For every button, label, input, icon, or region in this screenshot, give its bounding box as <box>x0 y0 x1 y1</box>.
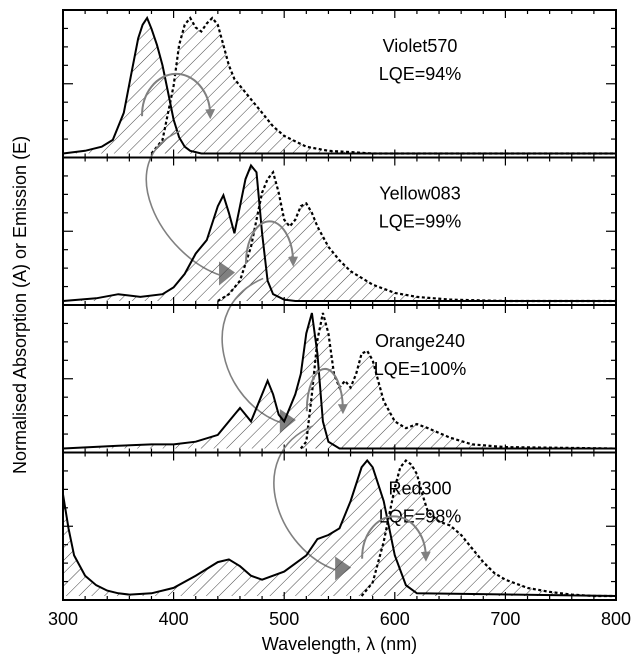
panel-violet570: Violet570 LQE=94% <box>62 9 617 286</box>
x-tick-label: 300 <box>48 609 78 629</box>
emission-fill <box>151 18 617 154</box>
emission-fill <box>217 172 617 301</box>
x-axis-label: Wavelength, λ (nm) <box>262 634 417 654</box>
absorption-line <box>62 312 616 450</box>
x-axis: 300 400 500 600 700 800 <box>48 609 631 629</box>
absorption-line <box>62 163 616 302</box>
absorption-fill <box>63 165 616 301</box>
absorption-fill <box>63 460 616 596</box>
emission-line <box>217 169 616 303</box>
panel-name: Violet570 <box>383 36 458 56</box>
absorption-fill <box>63 18 616 154</box>
panel-lqe: LQE=99% <box>379 212 462 232</box>
emission-line <box>299 312 617 450</box>
x-tick-label: 600 <box>380 609 410 629</box>
absorption-line <box>62 458 617 597</box>
panel-name: Yellow083 <box>379 184 460 204</box>
y-axis-label: Normalised Absorption (A) or Emission (E… <box>10 136 30 474</box>
panel-name: Orange240 <box>375 331 465 351</box>
x-tick-label: 700 <box>490 609 520 629</box>
x-tick-label: 800 <box>601 609 631 629</box>
x-tick-label: 500 <box>269 609 299 629</box>
panel-lqe: LQE=94% <box>379 64 462 84</box>
plot-area: Violet570 LQE=94% Yellow083 LQE=99% Orange24… <box>62 9 617 601</box>
stokes-shift-arrow <box>361 515 431 562</box>
stokes-shift-arrow <box>141 72 216 120</box>
stokes-shift-arrow <box>305 367 348 415</box>
emission-line <box>360 458 616 598</box>
panel-red300: Red300 LQE=98% <box>62 451 617 601</box>
stokes-shift-arrow <box>245 220 299 267</box>
absorption-line <box>62 15 616 155</box>
panel-lqe: LQE=100% <box>374 359 467 379</box>
panel-name: Red300 <box>388 479 451 499</box>
emission-line <box>150 16 616 155</box>
panel-lqe: LQE=98% <box>379 507 462 527</box>
x-tick-label: 400 <box>159 609 189 629</box>
emission-fill <box>300 313 616 449</box>
emission-fill <box>361 460 616 596</box>
